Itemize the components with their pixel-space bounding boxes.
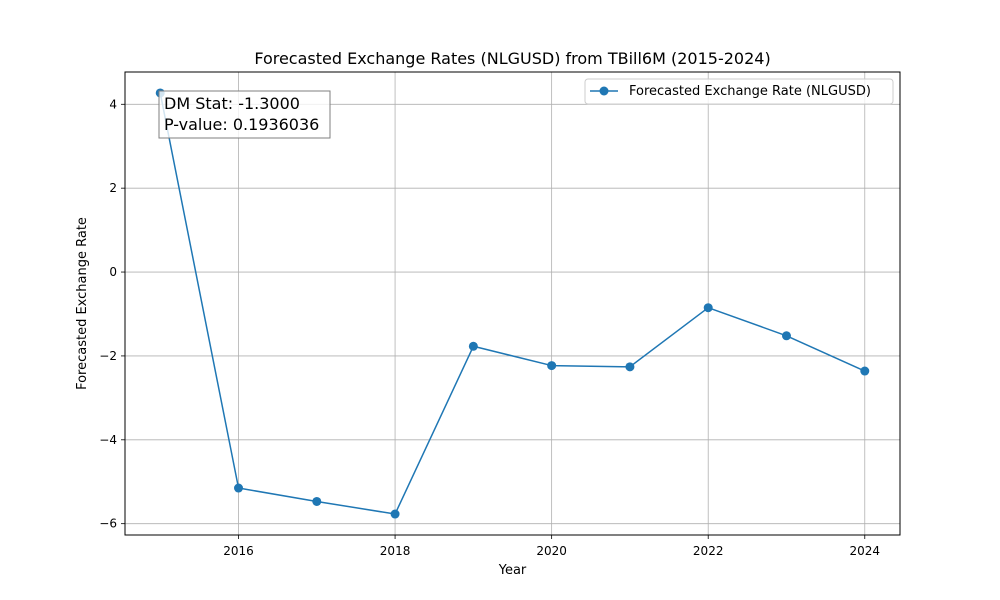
data-point [547,361,557,371]
y-tick-label: 0 [109,265,117,279]
legend: Forecasted Exchange Rate (NLGUSD) [584,78,894,105]
annotation-box: DM Stat: -1.3000 P-value: 0.1936036 [158,90,331,139]
y-tick-label: −2 [99,349,117,363]
data-point [312,496,322,506]
y-tick-label: 2 [109,181,117,195]
data-point [234,483,244,493]
legend-marker [599,86,609,96]
y-axis-label: Forecasted Exchange Rate [75,217,90,390]
data-point [860,366,870,376]
annotation-background [158,90,331,139]
x-tick-label: 2024 [849,544,880,558]
chart-title: Forecasted Exchange Rates (NLGUSD) from … [254,49,770,68]
annotation-dm-stat: DM Stat: -1.3000 [164,94,300,113]
legend-box [584,78,894,105]
plot-frame [124,71,901,536]
series-line [159,92,866,515]
x-tick-label: 2022 [693,544,724,558]
x-tick-label: 2018 [380,544,411,558]
y-tick-label: 4 [109,97,117,111]
data-point [625,362,635,372]
x-tick-label: 2016 [223,544,254,558]
data-point [390,509,400,519]
series-layer [155,88,870,519]
y-tick-label: −4 [99,433,117,447]
x-axis-label: Year [498,563,527,578]
data-point [468,341,478,351]
data-point [703,303,713,313]
ticks: 2016 2018 2020 2022 2024 −6 −4 −2 0 2 4 [99,97,880,558]
data-point [781,331,791,341]
legend-label: Forecasted Exchange Rate (NLGUSD) [629,84,871,99]
x-tick-label: 2020 [536,544,567,558]
y-tick-label: −6 [99,517,117,531]
annotation-p-value: P-value: 0.1936036 [164,115,319,134]
